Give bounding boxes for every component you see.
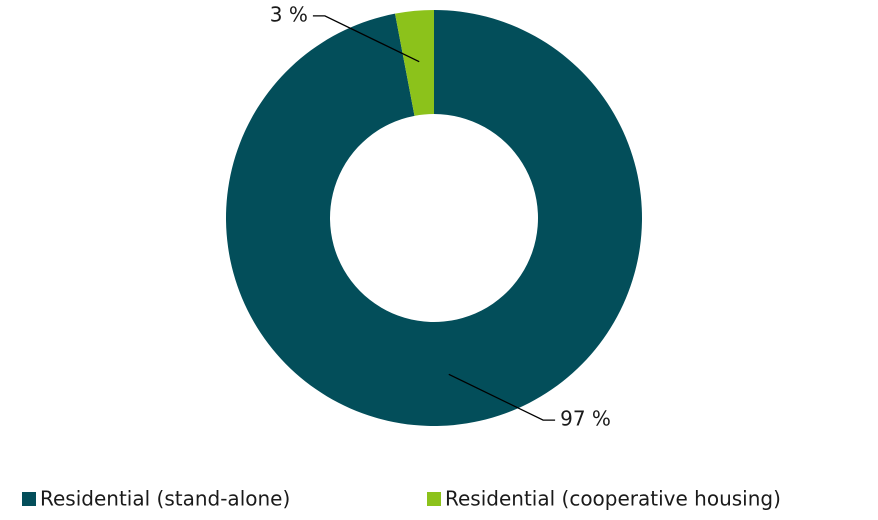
legend-label: Residential (cooperative housing) [445, 487, 781, 511]
legend-swatch [427, 492, 441, 506]
legend-label: Residential (stand-alone) [40, 487, 290, 511]
data-label: 97 % [560, 407, 611, 431]
data-label: 3 % [270, 2, 308, 26]
donut-slice [395, 10, 434, 116]
leader-line [448, 373, 556, 421]
leader-line [312, 15, 420, 63]
legend-swatch [22, 492, 36, 506]
donut-slice [226, 10, 643, 426]
